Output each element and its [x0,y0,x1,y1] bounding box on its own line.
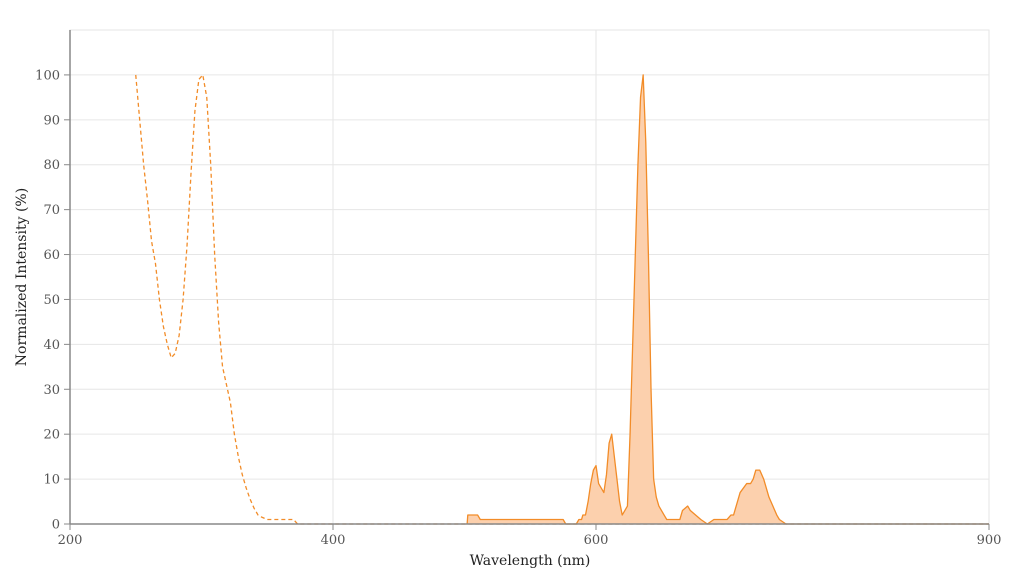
y-tick-label: 100 [35,68,60,83]
emission-line [466,74,989,525]
y-tick-label: 80 [43,158,60,173]
y-tick-label: 20 [43,428,60,443]
y-axis-label: Normalized Intensity (%) [14,188,30,366]
y-gridlines [70,74,989,480]
x-tick-label: 400 [321,533,346,548]
y-tick-label: 50 [43,293,60,308]
x-gridlines [332,30,597,524]
x-tick-label: 900 [977,533,1002,548]
y-tick-label: 10 [43,473,60,488]
x-tick-label: 600 [584,533,609,548]
x-axis-label: Wavelength (nm) [470,553,591,569]
y-tick-label: 60 [43,248,60,263]
y-axis-ticks: 0 10 20 30 40 50 60 70 80 90 100 [35,68,70,533]
x-tick-label: 200 [58,533,83,548]
x-axis-ticks: 200 400 600 900 [58,524,1002,548]
y-tick-label: 40 [43,338,60,353]
y-tick-label: 90 [43,113,60,128]
y-tick-label: 30 [43,383,60,398]
y-tick-label: 0 [52,518,60,533]
y-tick-label: 70 [43,203,60,218]
